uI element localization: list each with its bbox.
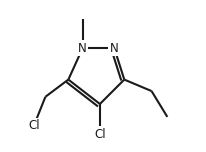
Text: Cl: Cl <box>94 128 105 141</box>
Text: N: N <box>109 41 118 55</box>
Text: Cl: Cl <box>28 119 40 132</box>
Text: N: N <box>78 41 87 55</box>
